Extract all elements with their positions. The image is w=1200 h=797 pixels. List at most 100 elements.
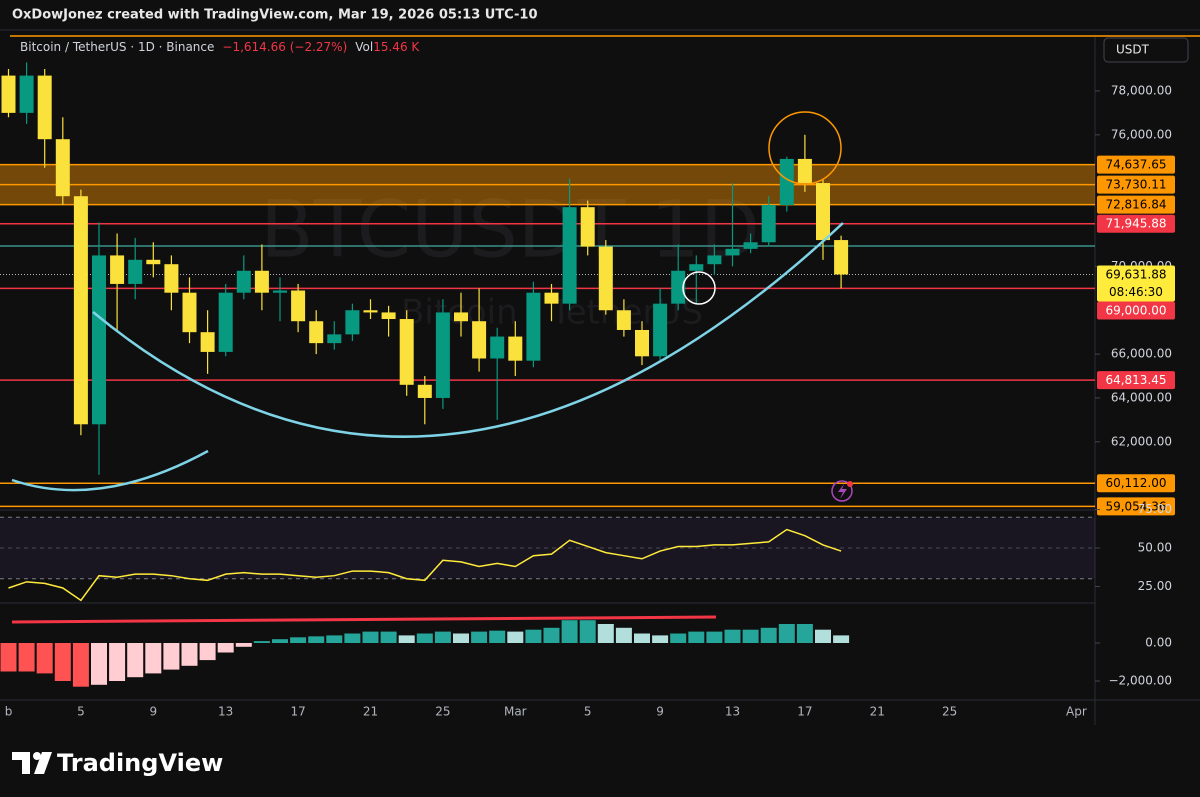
credit: OxDowJonez created with TradingView.com,…: [12, 8, 538, 23]
histogram-bar: [18, 643, 35, 672]
candle-body: [816, 183, 830, 241]
candle-body: [110, 255, 125, 284]
histogram-bar: [272, 639, 288, 643]
y-tick-label: 25.00: [1138, 579, 1172, 593]
histogram-bar: [91, 643, 107, 685]
event-icon-dot: [847, 481, 853, 487]
candle-body: [19, 75, 34, 113]
y-tick-label: 0.00: [1145, 636, 1172, 650]
x-tick-label: 5: [584, 705, 592, 719]
histogram-bar: [815, 629, 831, 643]
rsi-line: [8, 528, 842, 602]
x-tick-label: 17: [797, 705, 812, 719]
histogram-bar: [72, 643, 89, 687]
candle-body: [327, 334, 342, 344]
x-tick-label: 25: [435, 705, 450, 719]
histogram-bar: [507, 631, 524, 643]
price-label-box: [1097, 155, 1175, 174]
plot-area: [0, 62, 1095, 687]
candle-body: [37, 75, 52, 140]
x-tick-label: 5: [77, 705, 85, 719]
x-tick-label: b: [5, 705, 13, 719]
circle-drawing: [768, 111, 842, 185]
legend-volume-label: Vol: [355, 40, 373, 54]
histogram-bar: [688, 631, 705, 643]
y-tick-label: 62,000.00: [1111, 434, 1172, 448]
price-label: 74,637.65: [1105, 158, 1166, 172]
price-label: 59,054.36: [1105, 499, 1166, 513]
histogram-bar: [109, 643, 126, 681]
histogram-bar: [525, 629, 542, 643]
candle-body: [218, 292, 233, 352]
x-tick-label: 17: [290, 705, 305, 719]
histogram-bar: [344, 633, 361, 643]
histogram-bar: [0, 643, 17, 672]
candle-body: [236, 270, 251, 293]
price-label: 73,730.11: [1105, 178, 1166, 192]
candle-body: [580, 207, 595, 247]
candle-body: [743, 242, 758, 249]
histogram-bar: [742, 629, 759, 643]
arc-drawing: [11, 449, 209, 492]
candle-body: [417, 384, 432, 398]
legend-symbol: Bitcoin / TetherUS · 1D · Binance: [20, 40, 214, 54]
histogram-bar: [597, 624, 614, 643]
x-tick-label: 13: [218, 705, 233, 719]
candle-body: [273, 290, 287, 293]
candle-body: [544, 292, 559, 304]
histogram-bar: [398, 635, 415, 643]
candle-body: [363, 310, 378, 313]
histogram-bar: [778, 624, 795, 643]
histogram-bar: [670, 633, 687, 643]
candle-body: [435, 312, 450, 398]
y-tick-label: 66,000.00: [1111, 347, 1172, 361]
y-tick-label: 78,000.00: [1111, 83, 1172, 97]
price-label-box: [1097, 214, 1175, 233]
price-label: 71,945.88: [1105, 217, 1166, 231]
candle-body: [725, 248, 740, 256]
candle-body: [761, 204, 776, 243]
candle-body: [562, 207, 577, 304]
logo-mark: [34, 752, 52, 774]
arc-drawing: [92, 222, 844, 438]
x-tick-label: Mar: [504, 705, 527, 719]
price-label: 60,112.00: [1105, 476, 1166, 490]
candle-body: [254, 270, 269, 293]
currency-button[interactable]: [1103, 37, 1189, 63]
histogram-bar: [253, 641, 270, 643]
histogram-bar: [833, 635, 850, 643]
event-icon[interactable]: [831, 480, 853, 502]
legend-volume: 15.46 K: [373, 40, 420, 54]
event-icon-bolt: [838, 484, 847, 499]
histogram-bar: [54, 643, 71, 681]
candle-body: [689, 264, 704, 271]
logo-mark: [33, 752, 41, 760]
candle-body: [653, 303, 668, 357]
price-label-box: [1097, 371, 1175, 390]
x-tick-label: 21: [870, 705, 885, 719]
candle-body: [146, 259, 161, 265]
candle-body: [55, 139, 70, 197]
y-tick-label: −2,000.00: [1109, 674, 1173, 688]
histogram-bar: [453, 633, 469, 643]
candle-body: [472, 321, 487, 359]
price-label: 69,000.00: [1105, 303, 1166, 317]
histogram-bar: [724, 629, 741, 643]
histogram-bar: [471, 631, 488, 643]
x-tick-label: Apr: [1066, 705, 1087, 719]
candle-body: [73, 196, 88, 425]
candle-body: [490, 336, 505, 359]
histogram-bar: [308, 636, 325, 643]
price-label-box: [1097, 301, 1175, 320]
candle-body: [508, 336, 523, 361]
histogram-bar: [290, 637, 307, 643]
histogram-bar: [380, 631, 397, 643]
histogram-bar: [760, 627, 777, 643]
histogram-bar: [163, 643, 180, 670]
candle-body: [92, 255, 106, 425]
candle-body: [598, 246, 613, 311]
histogram-bar: [561, 620, 578, 643]
